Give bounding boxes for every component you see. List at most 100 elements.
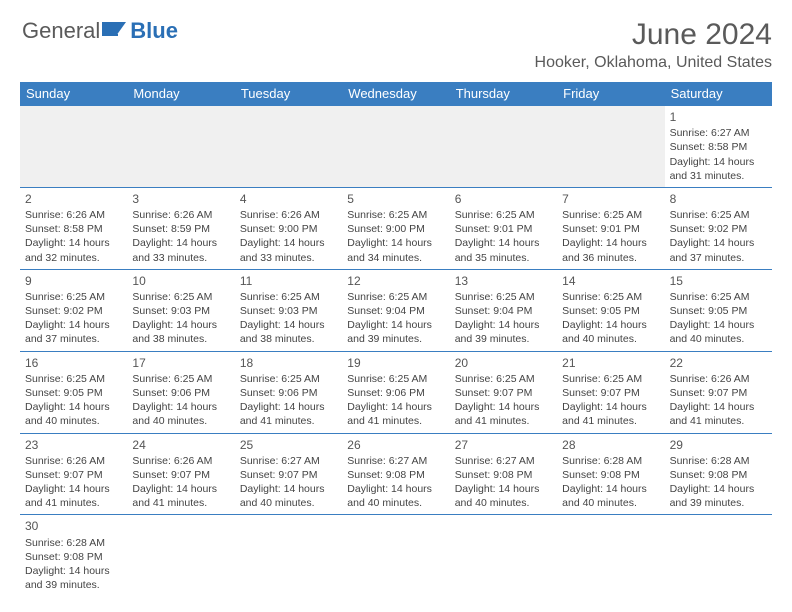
day-d1: Daylight: 14 hours	[240, 482, 337, 496]
day-d2: and 35 minutes.	[455, 251, 552, 265]
day-sunset: Sunset: 9:06 PM	[132, 386, 229, 400]
day-cell: 29Sunrise: 6:28 AMSunset: 9:08 PMDayligh…	[665, 434, 772, 515]
week-row: 16Sunrise: 6:25 AMSunset: 9:05 PMDayligh…	[20, 352, 772, 434]
day-cell: 27Sunrise: 6:27 AMSunset: 9:08 PMDayligh…	[450, 434, 557, 515]
day-d2: and 39 minutes.	[670, 496, 767, 510]
day-number: 23	[25, 437, 122, 453]
day-d2: and 39 minutes.	[455, 332, 552, 346]
day-d2: and 41 minutes.	[347, 414, 444, 428]
day-d1: Daylight: 14 hours	[347, 482, 444, 496]
day-sunset: Sunset: 8:58 PM	[670, 140, 767, 154]
day-d1: Daylight: 14 hours	[562, 236, 659, 250]
day-number: 12	[347, 273, 444, 289]
day-d1: Daylight: 14 hours	[240, 400, 337, 414]
day-sunrise: Sunrise: 6:25 AM	[455, 372, 552, 386]
day-d1: Daylight: 14 hours	[347, 400, 444, 414]
day-d2: and 40 minutes.	[455, 496, 552, 510]
blank-day-cell	[450, 106, 557, 187]
logo: General Blue	[20, 18, 178, 44]
day-cell: 21Sunrise: 6:25 AMSunset: 9:07 PMDayligh…	[557, 352, 664, 433]
day-sunset: Sunset: 9:06 PM	[240, 386, 337, 400]
day-d2: and 41 minutes.	[670, 414, 767, 428]
day-number: 27	[455, 437, 552, 453]
day-cell: 17Sunrise: 6:25 AMSunset: 9:06 PMDayligh…	[127, 352, 234, 433]
day-d2: and 41 minutes.	[25, 496, 122, 510]
day-sunset: Sunset: 9:03 PM	[240, 304, 337, 318]
day-d2: and 40 minutes.	[670, 332, 767, 346]
weekday-header: Sunday	[20, 82, 127, 106]
day-d1: Daylight: 14 hours	[562, 482, 659, 496]
day-sunrise: Sunrise: 6:26 AM	[25, 454, 122, 468]
day-number: 1	[670, 109, 767, 125]
day-sunset: Sunset: 9:07 PM	[562, 386, 659, 400]
day-cell: 24Sunrise: 6:26 AMSunset: 9:07 PMDayligh…	[127, 434, 234, 515]
day-cell: 22Sunrise: 6:26 AMSunset: 9:07 PMDayligh…	[665, 352, 772, 433]
blank-day-cell	[127, 515, 234, 596]
day-number: 15	[670, 273, 767, 289]
day-number: 6	[455, 191, 552, 207]
day-d2: and 40 minutes.	[25, 414, 122, 428]
day-cell: 16Sunrise: 6:25 AMSunset: 9:05 PMDayligh…	[20, 352, 127, 433]
day-d2: and 38 minutes.	[240, 332, 337, 346]
day-cell: 8Sunrise: 6:25 AMSunset: 9:02 PMDaylight…	[665, 188, 772, 269]
day-sunrise: Sunrise: 6:25 AM	[670, 290, 767, 304]
day-sunrise: Sunrise: 6:27 AM	[670, 126, 767, 140]
day-sunset: Sunset: 9:01 PM	[455, 222, 552, 236]
day-cell: 5Sunrise: 6:25 AMSunset: 9:00 PMDaylight…	[342, 188, 449, 269]
day-cell: 6Sunrise: 6:25 AMSunset: 9:01 PMDaylight…	[450, 188, 557, 269]
day-d2: and 37 minutes.	[25, 332, 122, 346]
blank-day-cell	[127, 106, 234, 187]
page-title: June 2024	[535, 18, 772, 52]
title-block: June 2024 Hooker, Oklahoma, United State…	[535, 18, 772, 72]
day-cell: 25Sunrise: 6:27 AMSunset: 9:07 PMDayligh…	[235, 434, 342, 515]
day-cell: 23Sunrise: 6:26 AMSunset: 9:07 PMDayligh…	[20, 434, 127, 515]
day-number: 13	[455, 273, 552, 289]
day-sunrise: Sunrise: 6:26 AM	[25, 208, 122, 222]
day-cell: 18Sunrise: 6:25 AMSunset: 9:06 PMDayligh…	[235, 352, 342, 433]
day-d1: Daylight: 14 hours	[132, 482, 229, 496]
day-sunrise: Sunrise: 6:25 AM	[562, 290, 659, 304]
day-sunset: Sunset: 9:02 PM	[670, 222, 767, 236]
day-number: 3	[132, 191, 229, 207]
day-number: 2	[25, 191, 122, 207]
day-d1: Daylight: 14 hours	[455, 318, 552, 332]
blank-day-cell	[450, 515, 557, 596]
week-row: 30Sunrise: 6:28 AMSunset: 9:08 PMDayligh…	[20, 515, 772, 596]
day-d1: Daylight: 14 hours	[25, 482, 122, 496]
blank-day-cell	[342, 106, 449, 187]
day-d2: and 39 minutes.	[25, 578, 122, 592]
day-d1: Daylight: 14 hours	[25, 236, 122, 250]
day-cell: 10Sunrise: 6:25 AMSunset: 9:03 PMDayligh…	[127, 270, 234, 351]
day-sunset: Sunset: 8:58 PM	[25, 222, 122, 236]
day-d1: Daylight: 14 hours	[670, 400, 767, 414]
week-row: 9Sunrise: 6:25 AMSunset: 9:02 PMDaylight…	[20, 270, 772, 352]
blank-day-cell	[557, 515, 664, 596]
day-sunrise: Sunrise: 6:25 AM	[347, 290, 444, 304]
day-d2: and 40 minutes.	[562, 332, 659, 346]
day-d2: and 40 minutes.	[132, 414, 229, 428]
day-cell: 9Sunrise: 6:25 AMSunset: 9:02 PMDaylight…	[20, 270, 127, 351]
weekday-header: Thursday	[450, 82, 557, 106]
logo-text-1: General	[22, 18, 100, 44]
day-cell: 20Sunrise: 6:25 AMSunset: 9:07 PMDayligh…	[450, 352, 557, 433]
day-sunrise: Sunrise: 6:25 AM	[670, 208, 767, 222]
day-d1: Daylight: 14 hours	[25, 400, 122, 414]
day-sunset: Sunset: 9:07 PM	[455, 386, 552, 400]
day-d1: Daylight: 14 hours	[347, 236, 444, 250]
day-sunrise: Sunrise: 6:25 AM	[562, 208, 659, 222]
day-sunrise: Sunrise: 6:25 AM	[132, 372, 229, 386]
day-sunset: Sunset: 9:03 PM	[132, 304, 229, 318]
day-sunset: Sunset: 9:07 PM	[132, 468, 229, 482]
day-cell: 3Sunrise: 6:26 AMSunset: 8:59 PMDaylight…	[127, 188, 234, 269]
day-number: 10	[132, 273, 229, 289]
day-sunrise: Sunrise: 6:26 AM	[670, 372, 767, 386]
day-d2: and 40 minutes.	[562, 496, 659, 510]
day-sunset: Sunset: 9:01 PM	[562, 222, 659, 236]
day-d2: and 36 minutes.	[562, 251, 659, 265]
day-cell: 19Sunrise: 6:25 AMSunset: 9:06 PMDayligh…	[342, 352, 449, 433]
day-d2: and 41 minutes.	[240, 414, 337, 428]
day-sunset: Sunset: 9:08 PM	[25, 550, 122, 564]
weekday-header: Tuesday	[235, 82, 342, 106]
day-d1: Daylight: 14 hours	[240, 236, 337, 250]
week-row: 1Sunrise: 6:27 AMSunset: 8:58 PMDaylight…	[20, 106, 772, 188]
